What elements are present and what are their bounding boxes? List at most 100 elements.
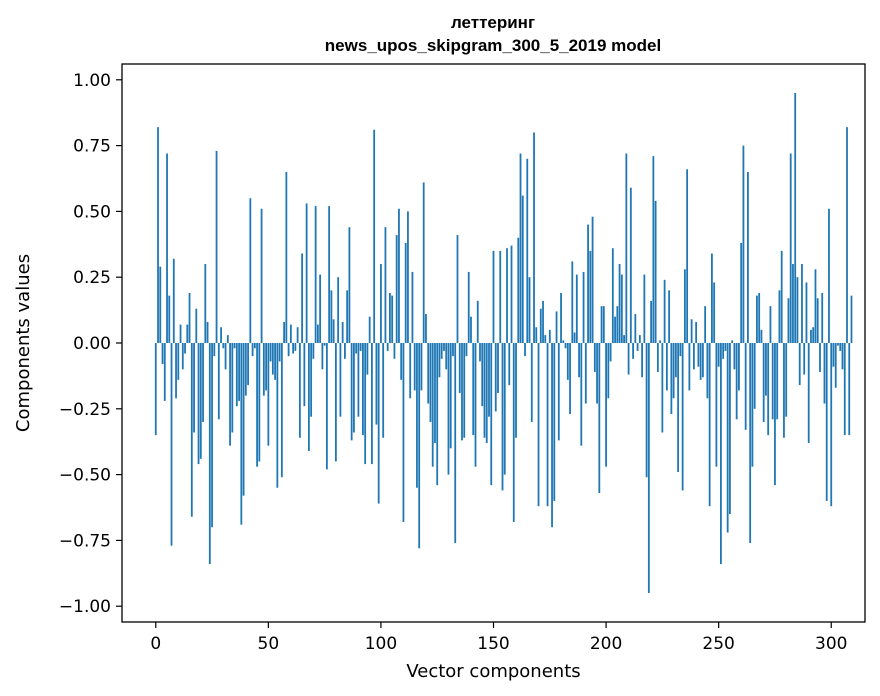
bar	[720, 343, 722, 565]
bar	[591, 216, 594, 343]
bar	[402, 343, 405, 522]
bar	[623, 335, 625, 343]
bar	[683, 269, 686, 343]
bar	[753, 343, 756, 409]
bar	[384, 227, 387, 343]
bar	[544, 335, 547, 343]
bar	[357, 343, 360, 417]
bar	[211, 343, 213, 528]
bar	[724, 343, 727, 351]
bar	[429, 343, 432, 422]
bar	[488, 343, 490, 417]
bar	[353, 343, 355, 433]
bar	[758, 292, 761, 343]
bar	[778, 290, 781, 343]
bar	[339, 343, 342, 417]
bar	[362, 343, 364, 436]
bar	[238, 343, 240, 401]
y-tick-label: −0.75	[59, 531, 111, 551]
bar	[843, 343, 846, 436]
bars-group	[154, 92, 853, 594]
bar	[159, 266, 162, 343]
bar	[787, 298, 790, 343]
bar	[485, 343, 488, 444]
bar	[465, 343, 468, 357]
bar	[735, 343, 738, 420]
bar	[181, 343, 184, 370]
bar	[609, 343, 612, 362]
bar	[427, 343, 430, 404]
bar	[629, 187, 632, 343]
bar	[665, 343, 668, 391]
bar	[316, 324, 319, 343]
bar	[825, 343, 828, 501]
bar	[310, 343, 313, 417]
bar	[314, 206, 317, 343]
bar	[375, 343, 378, 425]
bar	[431, 343, 434, 467]
bar	[801, 264, 803, 343]
bar	[301, 253, 304, 343]
bar	[553, 343, 556, 501]
bar	[391, 295, 394, 343]
bar	[711, 253, 713, 343]
bar	[267, 343, 270, 446]
bar	[494, 343, 497, 412]
bar	[407, 211, 409, 343]
bar	[713, 282, 716, 343]
bar	[208, 343, 211, 565]
bar	[386, 343, 389, 351]
bar	[364, 343, 367, 465]
bar	[303, 343, 306, 407]
bar	[251, 343, 254, 357]
bar	[769, 306, 772, 343]
bar	[283, 321, 286, 343]
bar	[292, 343, 295, 354]
bar	[837, 343, 839, 346]
bar	[492, 250, 495, 343]
bar	[692, 343, 695, 370]
x-tick-label: 0	[150, 634, 161, 654]
bar	[231, 343, 234, 433]
bar	[771, 343, 774, 420]
bar	[479, 343, 481, 362]
bar	[510, 245, 513, 343]
bar	[506, 248, 508, 343]
bar	[280, 343, 283, 478]
bar	[846, 127, 848, 343]
bar	[819, 343, 821, 372]
bar	[530, 343, 533, 422]
bar	[456, 235, 459, 343]
bar	[805, 282, 808, 343]
bar	[528, 277, 531, 343]
bar	[627, 343, 630, 375]
bar	[400, 343, 403, 380]
bar	[278, 343, 281, 362]
bar	[452, 343, 454, 357]
y-tick-label: −0.25	[59, 400, 111, 420]
bar	[742, 145, 745, 343]
bar	[382, 343, 385, 438]
bar	[447, 343, 450, 475]
bar	[307, 343, 310, 451]
bar	[643, 274, 646, 343]
bar	[481, 343, 484, 407]
bar	[533, 132, 535, 343]
bar	[172, 258, 175, 343]
bar	[767, 343, 770, 436]
bar	[688, 343, 691, 391]
bar	[751, 343, 754, 467]
bar	[634, 314, 637, 343]
bar	[258, 343, 261, 462]
bar	[215, 150, 218, 343]
bar	[575, 274, 578, 343]
bar	[830, 343, 833, 507]
bar	[195, 308, 198, 343]
bar	[562, 340, 565, 343]
bar	[780, 250, 783, 343]
bar	[184, 343, 186, 354]
bar	[445, 343, 448, 370]
bar	[602, 306, 605, 343]
bar	[636, 343, 639, 351]
bar	[731, 340, 734, 343]
